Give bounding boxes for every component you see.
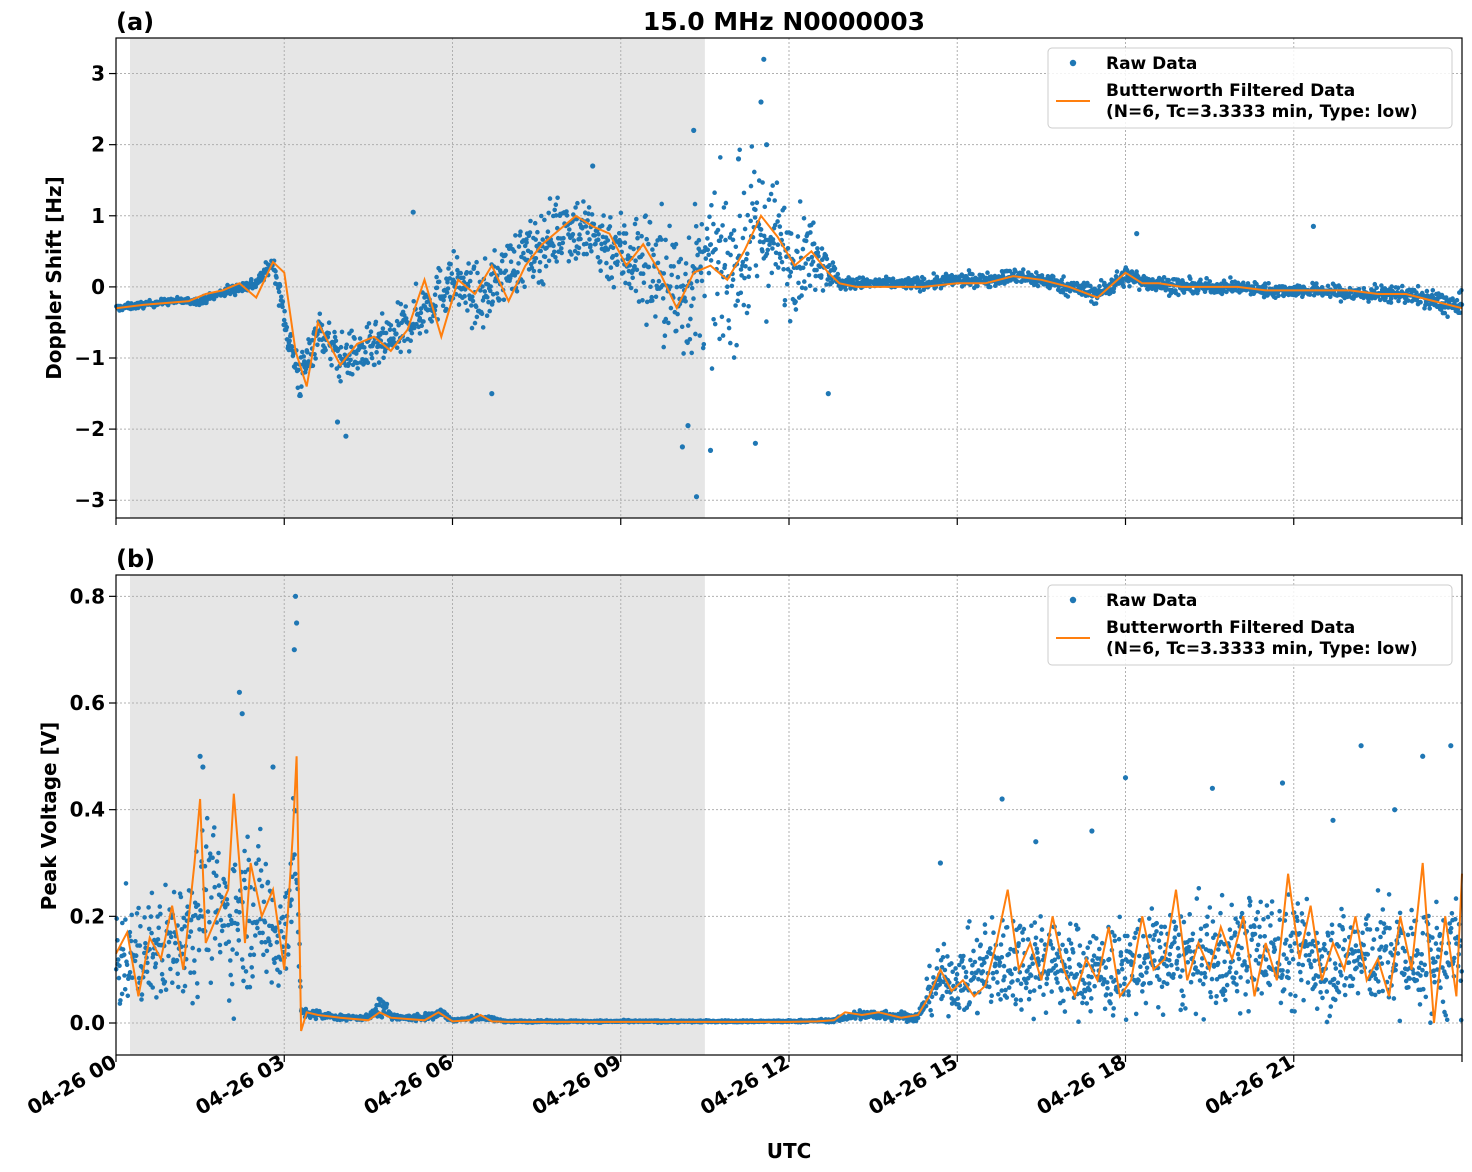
y-tick-label: 0.8	[70, 584, 105, 608]
legend-raw-marker	[1069, 596, 1077, 604]
legend-raw-label: Raw Data	[1106, 591, 1197, 611]
panel-b-raw-data-points	[113, 593, 1464, 1025]
panel-b-legend-box	[1047, 584, 1453, 666]
y-tick-label: 0.0	[70, 1011, 105, 1035]
y-tick-label: 0.6	[70, 691, 105, 715]
panel-a-ticks: −3 −2 −1 0 1 2 3	[74, 62, 1463, 525]
y-tick-label: 1	[91, 204, 105, 228]
y-tick-label: −1	[74, 346, 105, 370]
raw-data-points	[114, 56, 1465, 500]
panel-b-label: (b)	[116, 545, 155, 573]
panel-a-night-shading	[130, 38, 705, 518]
panel-b-y-axis-label: Peak Voltage [V]	[37, 722, 61, 911]
y-tick-label: 2	[91, 133, 105, 157]
panel-a-label: (a)	[116, 8, 154, 36]
panel-b-filtered-line	[115, 756, 1463, 1032]
panel-a-legend: Raw Data Butterworth Filtered Data (N=6,…	[1047, 47, 1453, 129]
legend-raw-marker	[1069, 59, 1077, 67]
panel-a-y-axis-label: Doppler Shift [Hz]	[42, 176, 66, 380]
legend-filtered-label-line1: Butterworth Filtered Data	[1106, 81, 1355, 101]
x-axis-label: UTC	[767, 1139, 812, 1163]
y-tick-label: −2	[74, 417, 105, 441]
panel-a-raw-data-points	[114, 56, 1465, 500]
y-tick-label: 0	[91, 275, 105, 299]
chart-title: 15.0 MHz N0000003	[643, 7, 925, 36]
panel-a-legend-box	[1047, 47, 1453, 129]
panel-b-ticks: 0.0 0.2 0.4 0.6 0.8	[70, 584, 1463, 1062]
panel-b-night-shading	[130, 575, 705, 1055]
legend-filtered-label-line2: (N=6, Tc=3.3333 min, Type: low)	[1106, 639, 1418, 659]
legend-filtered-label-line2: (N=6, Tc=3.3333 min, Type: low)	[1106, 102, 1418, 122]
panel-b-legend: Raw Data Butterworth Filtered Data (N=6,…	[1047, 584, 1453, 666]
panel-b: 0.0 0.2 0.4 0.6 0.8 (b) Peak Voltage [V] Raw…	[37, 545, 1464, 1062]
y-tick-label: 0.2	[70, 904, 105, 928]
raw-data-points	[113, 593, 1464, 1025]
panel-a: −3 −2 −1 0 1 2 3 (a) 15.0 MHz N0000003 Doppler…	[42, 7, 1465, 525]
y-tick-label: −3	[74, 488, 105, 512]
panel-a-filtered-line	[115, 213, 1463, 387]
y-tick-label: 0.4	[70, 798, 105, 822]
y-tick-label: 3	[91, 62, 105, 86]
legend-filtered-label-line1: Butterworth Filtered Data	[1106, 618, 1355, 638]
legend-raw-label: Raw Data	[1106, 54, 1197, 74]
